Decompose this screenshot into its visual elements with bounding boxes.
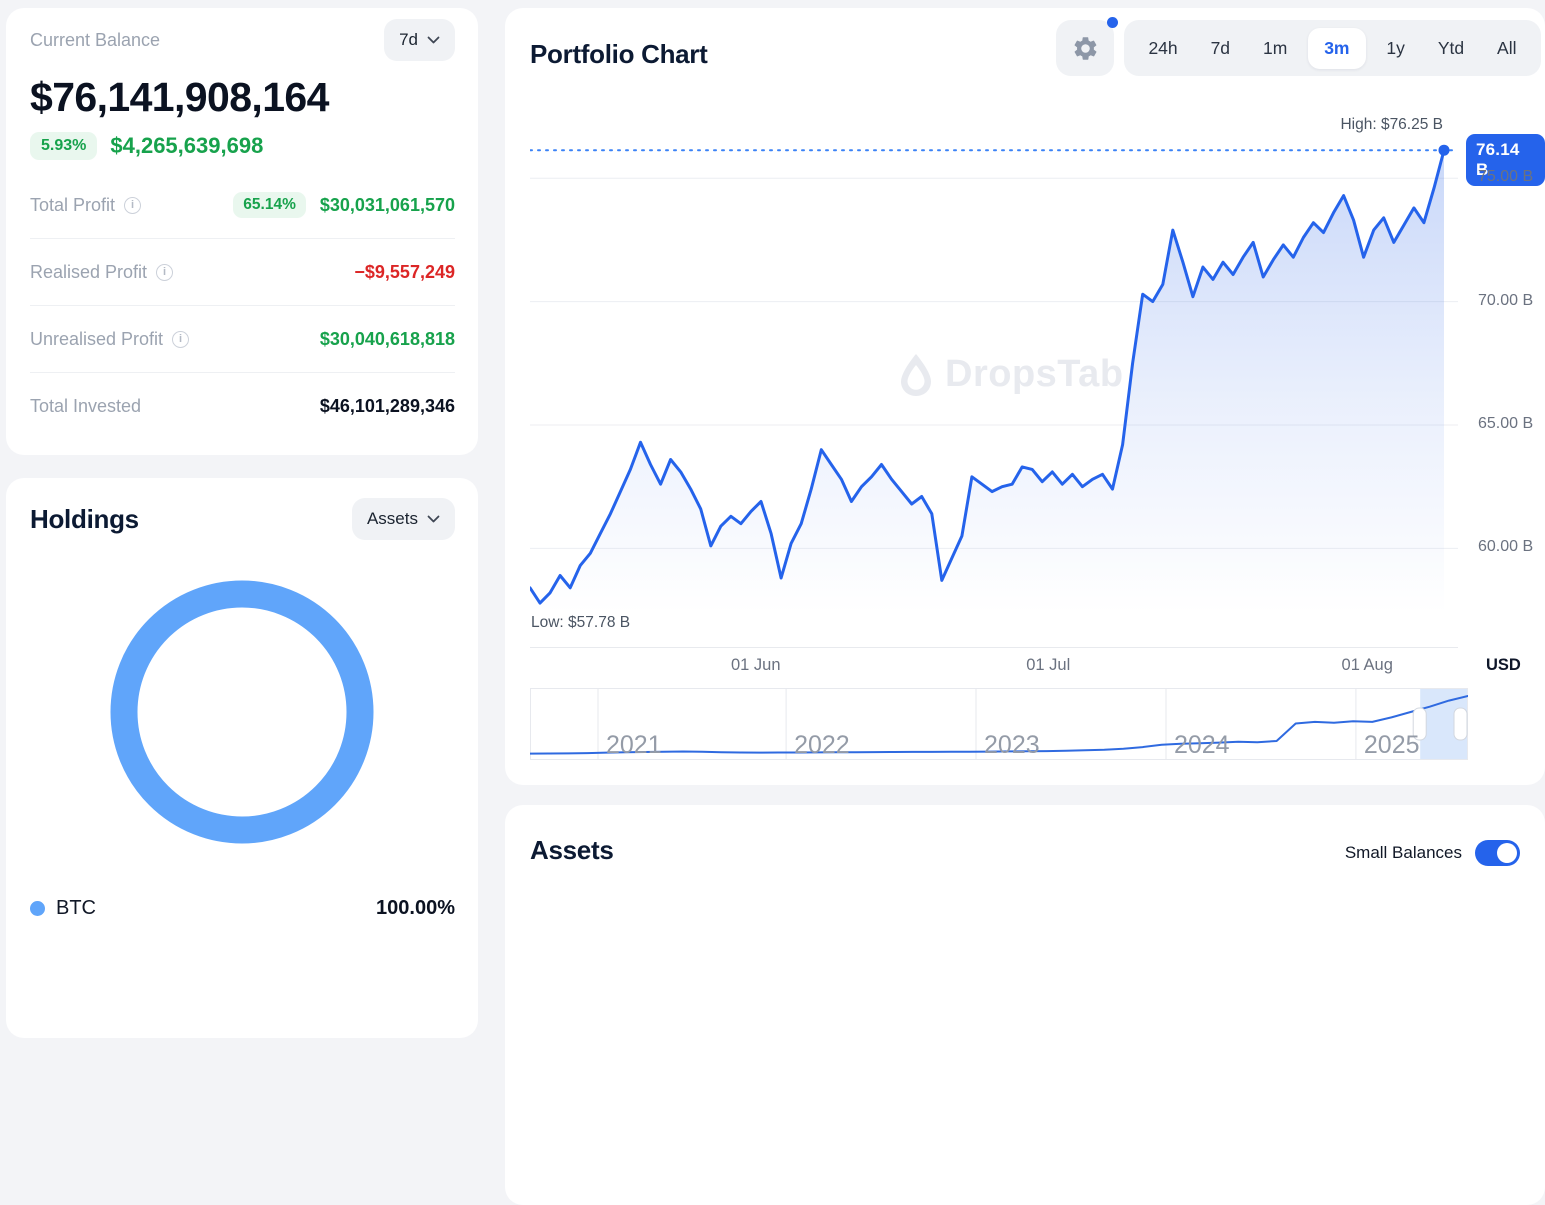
- x-tick-label: 01 Jun: [730, 656, 781, 674]
- brush-handle-left[interactable]: [1412, 707, 1427, 741]
- balance-change-percent-badge: 5.93%: [30, 132, 98, 160]
- current-balance-value: $76,141,908,164: [30, 74, 329, 120]
- small-balances-label: Small Balances: [1344, 843, 1462, 862]
- stat-label-group: Total Profit i: [30, 194, 142, 216]
- range-button-1m[interactable]: 1m: [1251, 28, 1299, 69]
- chart-low-label: Low: $57.78 B: [531, 614, 631, 631]
- assets-title: Assets: [530, 835, 614, 865]
- portfolio-area-chart[interactable]: [528, 143, 1459, 613]
- settings-notification-dot: [1107, 17, 1118, 28]
- stat-label: Total Profit: [30, 194, 116, 215]
- holdings-donut-chart: [102, 572, 382, 852]
- stat-value: $46,101,289,346: [319, 396, 455, 416]
- assets-card: Assets Small Balances: [505, 805, 1545, 1205]
- balance-stats: Total Profit i 65.14% $30,031,061,570 Realis…: [30, 172, 455, 440]
- stat-row-3: Total Invested $46,101,289,346: [30, 373, 455, 440]
- stat-label: Unrealised Profit: [30, 328, 164, 349]
- stat-label: Realised Profit: [30, 261, 148, 282]
- stat-value-group: 65.14% $30,031,061,570: [233, 192, 455, 218]
- info-icon[interactable]: i: [124, 196, 142, 214]
- current-balance-label: Current Balance: [30, 29, 161, 50]
- range-button-24h[interactable]: 24h: [1136, 28, 1189, 69]
- right-column: Portfolio Chart 24h 7d 1m 3m 1y Ytd All DropsT…: [505, 8, 1545, 1205]
- y-tick-label: 75.00 B: [1478, 168, 1534, 186]
- year-label: 2025: [1363, 731, 1420, 759]
- assets-header-controls: Small Balances: [1345, 840, 1520, 866]
- legend-color-dot: [30, 901, 45, 916]
- brush-handle-right[interactable]: [1453, 707, 1468, 741]
- stat-percent-badge: 65.14%: [233, 192, 306, 218]
- year-label: 2021: [606, 731, 662, 759]
- holdings-view-selector[interactable]: Assets: [351, 498, 455, 540]
- stat-row-2: Unrealised Profit i $30,040,618,818: [30, 306, 455, 373]
- current-value-badge: 76.14 B: [1466, 134, 1545, 187]
- holdings-legend: BTC 100.00%: [30, 897, 455, 920]
- balance-change-row: 5.93% $4,265,639,698: [30, 132, 455, 160]
- currency-label: USD: [1486, 656, 1521, 674]
- x-tick-label: 01 Aug: [1341, 656, 1393, 674]
- stat-label-group: Unrealised Profit i: [30, 328, 190, 350]
- chart-high-label: High: $76.25 B: [1340, 116, 1443, 133]
- stat-value: $30,031,061,570: [319, 194, 455, 215]
- range-button-all[interactable]: All: [1485, 28, 1528, 69]
- history-brush-chart[interactable]: 2021 2022 2023 2024 2025: [530, 688, 1468, 760]
- chevron-down-icon: [427, 36, 440, 44]
- info-icon[interactable]: i: [172, 330, 190, 348]
- range-button-1y[interactable]: 1y: [1374, 28, 1416, 69]
- stat-row-1: Realised Profit i −$9,557,249: [30, 239, 455, 306]
- y-tick-label: 70.00 B: [1478, 291, 1534, 309]
- balance-change-value: $4,265,639,698: [110, 133, 264, 158]
- range-button-ytd[interactable]: Ytd: [1426, 28, 1476, 69]
- stat-label: Total Invested: [30, 396, 142, 416]
- legend-item: BTC: [30, 897, 96, 920]
- left-column: Current Balance 7d $76,141,908,164 5.93%…: [6, 8, 478, 1205]
- balance-period-selector[interactable]: 7d: [384, 19, 455, 61]
- holdings-title: Holdings: [30, 503, 139, 534]
- range-button-7d[interactable]: 7d: [1199, 28, 1242, 69]
- holdings-card-header: Holdings Assets: [30, 498, 455, 540]
- x-tick-label: 01 Jul: [1026, 656, 1071, 674]
- y-tick-label: 65.00 B: [1478, 415, 1534, 432]
- holdings-card: Holdings Assets BTC 100.00%: [6, 478, 478, 1038]
- stat-label-group: Realised Profit i: [30, 261, 174, 283]
- portfolio-chart-card: Portfolio Chart 24h 7d 1m 3m 1y Ytd All DropsT…: [505, 8, 1545, 785]
- time-range-group: 24h 7d 1m 3m 1y Ytd All: [1124, 20, 1541, 76]
- year-label: 2023: [984, 731, 1040, 759]
- y-tick-label: 60.00 B: [1478, 538, 1534, 556]
- toggle-knob: [1497, 843, 1517, 863]
- stat-value: −$9,557,249: [354, 261, 455, 282]
- x-axis-separator: [530, 647, 1458, 648]
- range-button-3m[interactable]: 3m: [1308, 27, 1366, 69]
- stat-value-group: $30,040,618,818: [320, 329, 455, 350]
- stat-value-group: $46,101,289,346: [320, 396, 455, 417]
- balance-card-header: Current Balance 7d: [30, 19, 455, 61]
- legend-asset-name: BTC: [56, 897, 96, 919]
- chart-controls: 24h 7d 1m 3m 1y Ytd All: [1056, 17, 1541, 76]
- gear-icon: [1074, 36, 1096, 60]
- year-label: 2022: [794, 731, 850, 759]
- chart-settings-button[interactable]: [1056, 17, 1118, 76]
- year-label: 2024: [1173, 731, 1230, 759]
- holdings-view-value: Assets: [366, 509, 418, 528]
- info-icon[interactable]: i: [156, 263, 174, 281]
- stat-value: $30,040,618,818: [319, 328, 455, 349]
- stat-row-0: Total Profit i 65.14% $30,031,061,570: [30, 172, 455, 239]
- legend-asset-percent: 100.00%: [376, 897, 455, 919]
- stat-label-group: Total Invested: [30, 396, 141, 417]
- chevron-down-icon: [427, 515, 440, 523]
- small-balances-toggle[interactable]: [1475, 840, 1520, 866]
- balance-period-value: 7d: [399, 30, 418, 49]
- portfolio-chart-title: Portfolio Chart: [530, 39, 708, 69]
- current-balance-card: Current Balance 7d $76,141,908,164 5.93%…: [6, 8, 478, 455]
- stat-value-group: −$9,557,249: [354, 262, 455, 283]
